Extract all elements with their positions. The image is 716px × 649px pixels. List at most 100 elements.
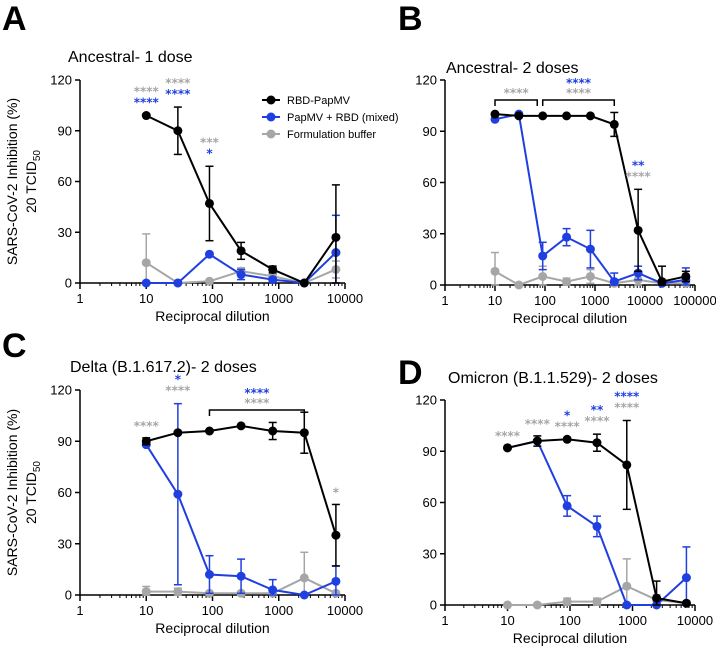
data-point <box>141 436 151 446</box>
data-point <box>652 593 662 603</box>
y-tick-label: 90 <box>423 124 437 139</box>
data-point <box>633 225 643 235</box>
panel-letter: C <box>2 327 27 365</box>
x-axis-label: Reciprocal dilution <box>155 620 269 636</box>
y-tick-label: 60 <box>423 175 437 190</box>
y-tick-label: 120 <box>50 383 72 398</box>
data-point <box>204 276 214 286</box>
significance-label: **** <box>134 419 160 433</box>
y-tick-label: 60 <box>58 485 72 500</box>
panel-title: Delta (B.1.617.2)- 2 doses <box>70 359 257 376</box>
data-point <box>681 271 691 281</box>
data-point <box>268 275 278 285</box>
data-point <box>562 232 572 242</box>
data-point <box>490 266 500 276</box>
data-point <box>681 598 691 608</box>
data-point <box>268 264 278 274</box>
y-axis-sublabel: 20 TCID50 <box>23 461 43 524</box>
data-point <box>585 244 595 254</box>
significance-label: **** <box>504 86 530 100</box>
x-tick-label: 10 <box>139 603 153 618</box>
data-point <box>585 111 595 121</box>
data-point <box>538 251 548 261</box>
data-point <box>299 428 309 438</box>
significance-label: **** <box>134 85 160 99</box>
data-point <box>503 443 512 453</box>
data-point <box>236 421 246 431</box>
panel-title: Ancestral- 2 doses <box>446 60 579 77</box>
x-tick-label: 1000 <box>581 293 610 308</box>
data-point <box>490 109 500 119</box>
data-point <box>331 232 341 242</box>
x-tick-label: 10000 <box>677 613 713 628</box>
y-tick-label: 30 <box>58 225 72 240</box>
x-tick-label: 10 <box>488 293 502 308</box>
series-papmv-rbd-mixed- <box>490 109 691 288</box>
significance-label: *** <box>200 135 220 149</box>
significance-label: **** <box>495 429 521 443</box>
data-point <box>562 434 572 444</box>
significance-bracket <box>208 409 306 416</box>
significance-label: * <box>206 146 213 160</box>
panel-letter: D <box>398 354 423 392</box>
data-point <box>173 428 183 438</box>
x-tick-label: 1 <box>441 613 448 628</box>
x-tick-label: 100 <box>534 293 556 308</box>
series-line <box>145 424 337 536</box>
data-point <box>538 111 548 121</box>
data-point <box>268 426 278 436</box>
data-point <box>141 587 151 597</box>
x-tick-label: 10000 <box>627 293 663 308</box>
data-point <box>141 278 151 288</box>
x-tick-label: 10000 <box>327 291 363 306</box>
y-tick-label: 0 <box>65 588 72 603</box>
data-point <box>562 501 572 511</box>
significance-label: **** <box>165 87 191 101</box>
data-point <box>585 271 595 281</box>
data-point <box>173 278 183 288</box>
significance-label: **** <box>244 386 270 400</box>
y-tick-label: 60 <box>58 174 72 189</box>
x-tick-label: 1000 <box>264 291 293 306</box>
data-point <box>173 489 183 499</box>
significance-label: ** <box>591 403 604 417</box>
y-tick-label: 30 <box>423 546 437 561</box>
significance-label: **** <box>165 76 191 90</box>
data-point <box>331 530 341 540</box>
legend-label: Formulation buffer <box>287 129 376 141</box>
series-rbd-papmv <box>490 109 691 287</box>
panel-c: C Delta (B.1.617.2)- 2 doses 0 30 60 90 120 1 10… <box>2 327 363 636</box>
significance-label: **** <box>555 419 581 433</box>
data-point <box>562 111 572 121</box>
x-tick-label: 10 <box>500 613 514 628</box>
legend-label: RBD-PapMV <box>287 95 351 107</box>
series-formulation-buffer <box>503 558 691 610</box>
data-point <box>681 573 691 583</box>
x-tick-label: 10000 <box>327 603 363 618</box>
data-point <box>141 258 151 268</box>
y-axis-label: SARS-CoV-2 Inhibition (%) <box>4 409 20 576</box>
y-tick-label: 90 <box>423 444 437 459</box>
significance-label: * <box>564 408 571 422</box>
series-papmv-rbd-mixed- <box>141 402 341 600</box>
data-point <box>236 246 246 256</box>
data-point <box>622 460 632 470</box>
y-axis-sublabel-main: 20 TCID <box>23 161 39 213</box>
y-axis-sublabel-main: 20 TCID <box>23 472 39 524</box>
data-point <box>622 581 632 591</box>
y-tick-label: 30 <box>423 226 437 241</box>
x-axis-label: Reciprocal dilution <box>155 308 269 324</box>
significance-bracket <box>494 99 539 106</box>
x-tick-label: 10 <box>139 291 153 306</box>
data-point <box>299 590 309 600</box>
data-point <box>299 573 309 583</box>
y-tick-label: 90 <box>58 123 72 138</box>
x-tick-label: 100 <box>202 291 224 306</box>
data-point <box>204 426 214 436</box>
data-point <box>592 521 602 531</box>
significance-label: **** <box>614 390 640 404</box>
x-tick-label: 1000 <box>618 613 647 628</box>
data-point <box>562 597 572 607</box>
data-point <box>532 436 542 446</box>
